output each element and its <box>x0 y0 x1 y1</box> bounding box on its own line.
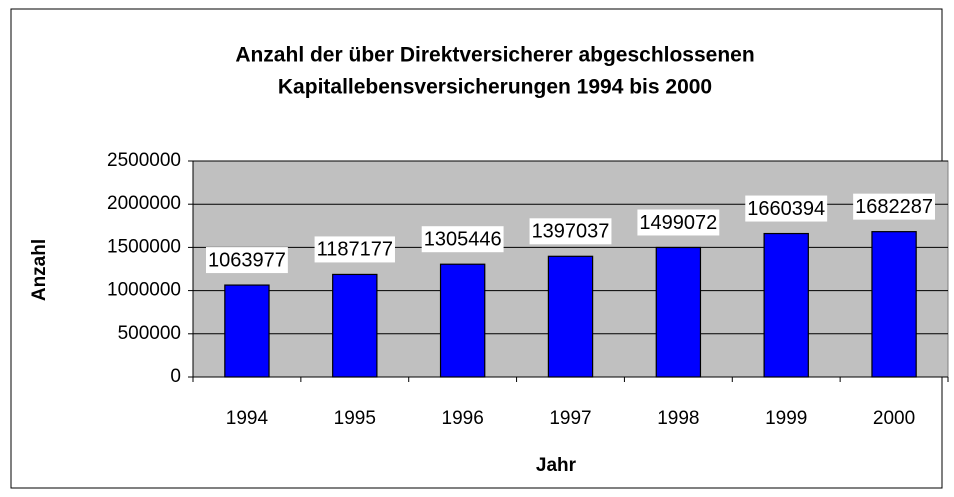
y-tick-label: 1000000 <box>107 280 181 301</box>
data-label: 1187177 <box>317 239 393 261</box>
bar <box>224 284 270 378</box>
y-tick-label: 2500000 <box>107 150 181 171</box>
bar <box>871 231 917 378</box>
bar <box>763 232 809 378</box>
x-tick-label: 1999 <box>765 408 807 429</box>
bar <box>655 246 702 378</box>
y-tick-label: 1500000 <box>107 236 181 257</box>
x-tick-label: 1995 <box>334 408 376 429</box>
chart-title: Kapitallebensversicherungen 1994 bis 200… <box>278 76 712 99</box>
x-tick-label: 1996 <box>442 408 484 429</box>
bar <box>439 263 486 378</box>
data-label-box <box>314 236 395 263</box>
data-label: 1063977 <box>208 249 286 271</box>
x-tick-label: 1994 <box>226 408 269 429</box>
bar <box>332 273 378 378</box>
y-tick-label: 2000000 <box>107 193 181 214</box>
data-label: 1397037 <box>532 221 610 243</box>
data-label-box <box>745 195 828 222</box>
data-label: 1499072 <box>639 212 717 234</box>
x-axis-title: Jahr <box>536 455 577 476</box>
data-label-box <box>421 226 504 253</box>
x-tick-label: 2000 <box>873 408 915 429</box>
data-label: 1682287 <box>855 196 933 218</box>
x-tick-label: 1997 <box>549 408 591 429</box>
data-label-box <box>529 218 612 245</box>
y-axis-title: Anzahl <box>29 239 50 301</box>
data-label: 1305446 <box>424 228 502 250</box>
data-label-box <box>205 247 288 274</box>
chart-title: Anzahl der über Direktversicherer abgesc… <box>235 44 754 67</box>
data-label-box <box>637 209 720 236</box>
x-tick-label: 1998 <box>657 408 699 429</box>
data-label: 1660394 <box>747 198 825 220</box>
y-tick-label: 0 <box>170 366 181 387</box>
data-label-box <box>853 193 936 220</box>
y-tick-label: 500000 <box>118 323 181 344</box>
bar <box>547 255 594 378</box>
